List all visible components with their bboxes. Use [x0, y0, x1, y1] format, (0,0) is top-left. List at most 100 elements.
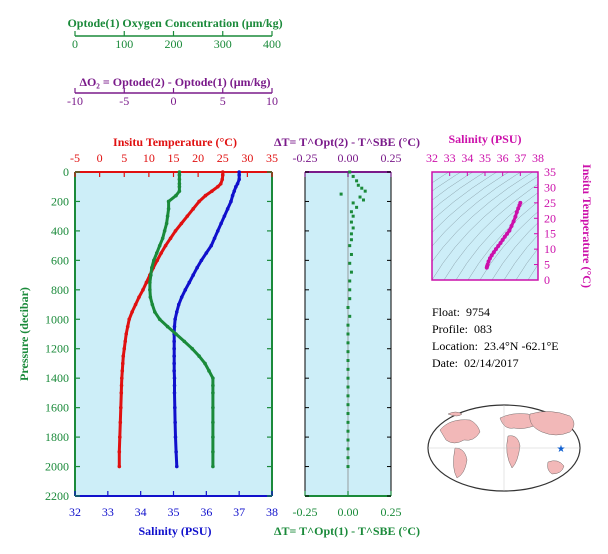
map-continents — [439, 411, 575, 479]
delta-t-point — [346, 305, 350, 309]
oxygen-profile-point — [174, 193, 178, 198]
pressure-tick-label: 2200 — [45, 489, 69, 503]
temperature-profile-point — [179, 221, 184, 226]
delta-t-point — [348, 170, 352, 174]
delta-t-point — [346, 456, 350, 460]
temperature-profile-point — [137, 295, 141, 299]
ts-point — [491, 250, 496, 255]
salinity-profile-point — [174, 310, 179, 314]
density-contour — [432, 172, 522, 247]
pressure-tick-label: 1400 — [45, 371, 69, 385]
density-contour — [432, 172, 450, 184]
delta-t-top-tick-label: 0.00 — [338, 151, 359, 165]
oxygen-tick-label: 0 — [72, 37, 78, 51]
ts-temperature-tick-label: 15 — [544, 227, 556, 241]
temperature-tick-label: -5 — [70, 151, 80, 165]
info-date: Date: 02/14/2017 — [432, 356, 519, 370]
ts-point — [505, 231, 510, 236]
oxygen-profile-point — [177, 181, 182, 186]
ts-salinity-tick-label: 34 — [461, 151, 473, 165]
oxygen-profile-point — [211, 391, 215, 395]
oxygen-tick-label: 100 — [115, 37, 133, 51]
delta-t-point — [339, 192, 343, 196]
temperature-tick-label: 30 — [241, 151, 253, 165]
pressure-tick-label: 2000 — [45, 460, 69, 474]
temperature-profile-point — [191, 207, 195, 211]
delta-t-point — [348, 244, 352, 248]
salinity-profile-point — [172, 361, 176, 366]
density-contour — [467, 201, 538, 280]
oxygen-profile-point — [150, 302, 155, 307]
ts-temperature-tick-label: 5 — [544, 258, 550, 272]
oxygen-profile-point — [211, 420, 215, 425]
delta-t-point — [346, 394, 350, 398]
ts-panel-background — [432, 172, 538, 280]
info-location: Location: 23.4°N -62.1°E — [432, 339, 559, 353]
salinity-profile-point — [172, 354, 176, 358]
oxygen-profile-point — [152, 258, 156, 263]
oxygen-profile-point — [190, 346, 195, 351]
delta-t-point — [348, 297, 352, 301]
delta-t-point — [346, 350, 350, 354]
ts-point — [487, 256, 492, 261]
density-contour — [432, 172, 534, 263]
temperature-profile-point — [125, 324, 130, 329]
salinity-profile-point — [173, 435, 178, 439]
delta-t-point — [351, 201, 355, 205]
delta-t-point — [346, 420, 350, 424]
salinity-profile-point — [199, 258, 204, 263]
temperature-tick-label: 0 — [97, 151, 103, 165]
temperature-tick-label: 25 — [217, 151, 229, 165]
ts-temperature-tick-label: 30 — [544, 180, 556, 194]
temperature-profile-point — [133, 302, 138, 307]
ts-point — [518, 200, 523, 205]
delta-t-point — [358, 195, 362, 199]
density-contour — [432, 172, 510, 234]
temperature-profile-point — [120, 369, 125, 373]
ts-point — [514, 210, 519, 215]
salinity-profile-point — [230, 193, 235, 198]
salinity-tick-label: 32 — [69, 505, 81, 519]
density-contour — [455, 192, 538, 280]
pressure-tick-label: 1800 — [45, 430, 69, 444]
delta-o2-tick-label: -10 — [67, 94, 83, 108]
ts-point — [507, 228, 512, 233]
oxygen-profile-point — [177, 184, 182, 189]
temperature-profile-point — [117, 450, 122, 454]
float-location-marker: ★ — [557, 444, 566, 455]
salinity-profile-point — [222, 214, 227, 218]
delta-t-point — [349, 252, 353, 256]
density-contour — [443, 183, 538, 280]
delta-t-point — [363, 189, 367, 193]
oxygen-profile-point — [165, 214, 170, 218]
delta-o2-tick-label: 0 — [171, 94, 177, 108]
temperature-profile-point — [124, 332, 129, 336]
salinity-profile-point — [187, 280, 192, 285]
temperature-tick-label: 20 — [192, 151, 204, 165]
salinity-profile-point — [237, 177, 241, 182]
salinity-profile-point — [176, 302, 181, 307]
delta-t-point — [346, 323, 350, 327]
delta-t-point — [348, 314, 352, 318]
location-value: 23.4°N -62.1°E — [483, 339, 559, 353]
ts-point — [489, 253, 494, 258]
ts-salinity-title: Salinity (PSU) — [448, 132, 521, 146]
salinity-profile-point — [174, 464, 179, 469]
temperature-profile-point — [159, 251, 163, 255]
temperature-profile-point — [118, 435, 122, 439]
salinity-tick-label: 38 — [266, 505, 278, 519]
ts-point — [511, 219, 516, 224]
ts-density-contours — [432, 172, 538, 280]
pressure-tick-label: 0 — [63, 165, 69, 179]
temperature-profile-point — [119, 383, 124, 388]
world-map: ★ — [427, 404, 581, 492]
delta-t-point — [346, 403, 350, 407]
info-float: Float: 9754 — [432, 305, 491, 319]
oxygen-profile-point — [177, 189, 182, 193]
profile-number: 083 — [474, 322, 492, 336]
delta-t-point — [348, 288, 352, 292]
ts-point — [502, 234, 507, 239]
salinity-tick-label: 34 — [135, 505, 147, 519]
oxygen-tick-label: 300 — [214, 37, 232, 51]
salinity-profile-point — [237, 173, 241, 177]
